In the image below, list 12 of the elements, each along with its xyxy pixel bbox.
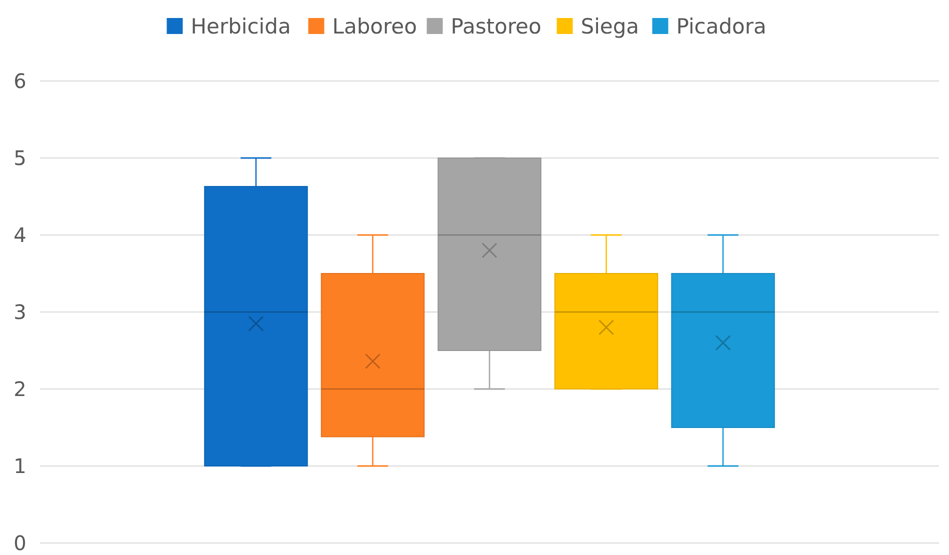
y-tick-label: 4 bbox=[14, 223, 26, 247]
y-tick-label: 3 bbox=[14, 300, 26, 324]
y-tick-label: 2 bbox=[14, 377, 26, 401]
y-tick-label: 5 bbox=[14, 146, 26, 170]
legend-label: Picadora bbox=[676, 14, 766, 38]
y-tick-label: 6 bbox=[14, 69, 26, 93]
y-tick-label: 1 bbox=[14, 454, 26, 478]
legend-label: Herbicida bbox=[190, 14, 291, 38]
legend-label: Siega bbox=[580, 14, 640, 38]
legend-label: Pastoreo bbox=[450, 14, 542, 38]
legend-label: Laboreo bbox=[332, 14, 417, 38]
y-tick-label: 0 bbox=[14, 531, 26, 555]
